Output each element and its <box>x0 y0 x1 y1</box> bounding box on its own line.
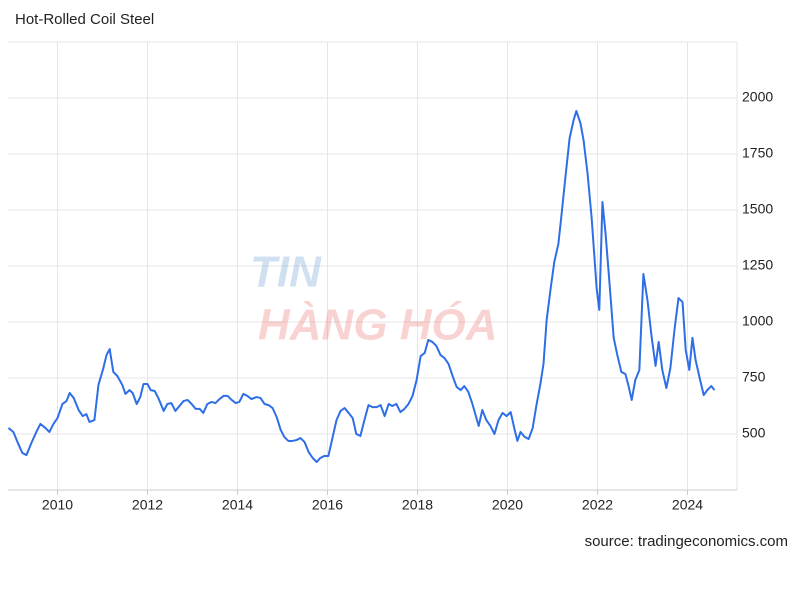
chart-title: Hot-Rolled Coil Steel <box>15 11 154 28</box>
y-tick-label: 1500 <box>742 201 773 217</box>
x-tick-label: 2024 <box>672 497 703 513</box>
source-note: source: tradingeconomics.com <box>585 533 788 550</box>
watermark: TIN HÀNG HÓA <box>250 248 498 350</box>
x-tick-label: 2010 <box>42 497 73 513</box>
y-tick-label: 750 <box>742 369 766 385</box>
y-tick-label: 1250 <box>742 257 773 273</box>
x-tick-label: 2016 <box>312 497 343 513</box>
y-tick-label: 1000 <box>742 313 773 329</box>
y-tick-label: 2000 <box>742 89 773 105</box>
y-tick-label: 1750 <box>742 145 773 161</box>
watermark-text: HÀNG HÓA <box>258 300 498 350</box>
watermark-text: TIN <box>250 248 322 297</box>
y-tick-label: 500 <box>742 425 766 441</box>
x-tick-label: 2012 <box>132 497 163 513</box>
x-tick-label: 2018 <box>402 497 433 513</box>
x-tick-label: 2014 <box>222 497 253 513</box>
x-tick-label: 2022 <box>582 497 613 513</box>
data-line <box>7 109 716 463</box>
x-tick-label: 2020 <box>492 497 523 513</box>
